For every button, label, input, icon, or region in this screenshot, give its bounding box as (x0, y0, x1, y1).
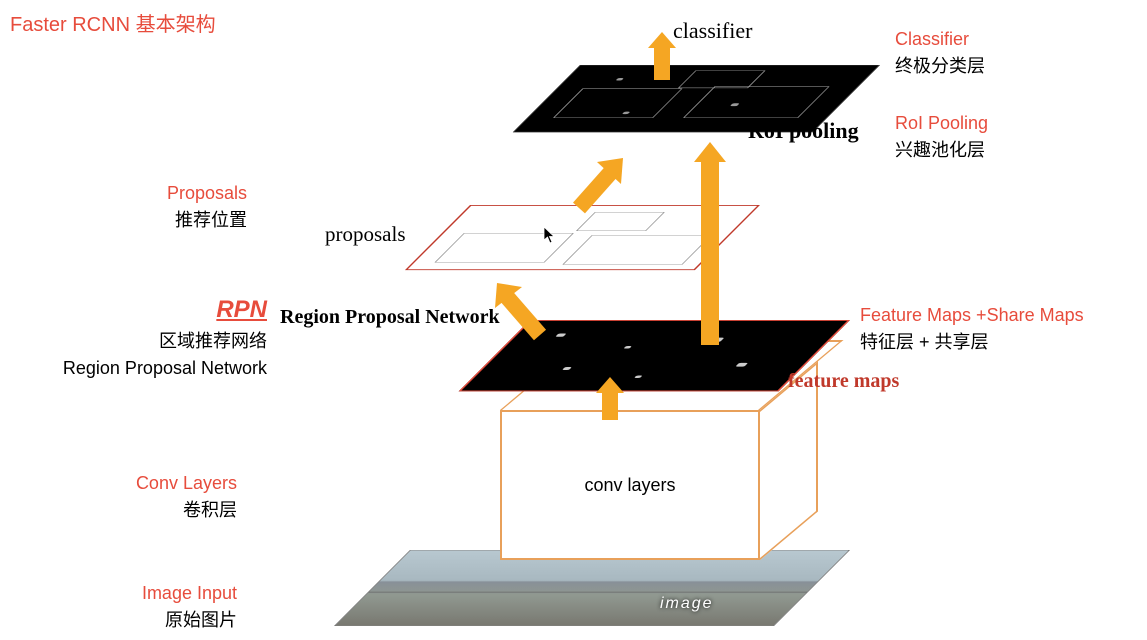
feature-maps-label: feature maps (788, 370, 899, 393)
annotation-zh: 原始图片 (142, 607, 237, 634)
annotation-image-input: Image Input 原始图片 (142, 580, 237, 634)
annotation-zh: 卷积层 (136, 497, 237, 524)
annotation-en: Conv Layers (136, 470, 237, 497)
proposals-label: proposals (325, 222, 406, 247)
roi-box (683, 86, 830, 118)
rpn-heading: RPN (216, 296, 267, 323)
proposal-box (576, 212, 665, 231)
rpn-diagram-label: Region Proposal Network (280, 306, 500, 329)
feature-spot (710, 338, 724, 342)
annotation-feature-maps: Feature Maps +Share Maps 特征层 + 共享层 (860, 302, 1084, 356)
annotation-conv-layers: Conv Layers 卷积层 (136, 470, 237, 524)
annotation-en: Feature Maps +Share Maps (860, 302, 1084, 329)
feature-spot (634, 375, 643, 378)
conv-layers-label: conv layers (584, 475, 675, 496)
conv-layers-box: conv layers (500, 410, 760, 560)
image-plane (334, 550, 850, 626)
annotation-en: Region Proposal Network (63, 355, 267, 382)
annotation-en: Image Input (142, 580, 237, 607)
roi-spot (615, 78, 624, 81)
annotation-en: RoI Pooling (895, 110, 988, 137)
annotation-rpn: RPN 区域推荐网络 Region Proposal Network (63, 292, 267, 382)
annotation-en: Classifier (895, 26, 985, 53)
roi-pooling-label: RoI pooling (748, 118, 859, 144)
feature-spot (623, 346, 632, 349)
image-label: image (660, 595, 714, 613)
annotation-roi-pooling: RoI Pooling 兴趣池化层 (895, 110, 988, 164)
feature-spot (555, 333, 566, 336)
annotation-zh: 区域推荐网络 (63, 328, 267, 355)
annotation-classifier: Classifier 终极分类层 (895, 26, 985, 80)
feature-spot (735, 363, 748, 367)
proposals-layer (405, 205, 760, 270)
proposal-box (562, 235, 711, 264)
conv-front-face: conv layers (500, 410, 760, 560)
annotation-zh: 推荐位置 (167, 207, 247, 234)
annotation-zh: 特征层 + 共享层 (860, 329, 1084, 356)
annotation-zh: 终极分类层 (895, 53, 985, 80)
page-title: Faster RCNN 基本架构 (10, 8, 216, 37)
feature-spot (562, 367, 572, 370)
annotation-en: Proposals (167, 180, 247, 207)
annotation-zh: 兴趣池化层 (895, 137, 988, 164)
annotation-proposals: Proposals 推荐位置 (167, 180, 247, 234)
roi-box (553, 89, 682, 118)
classifier-label: classifier (673, 18, 752, 44)
mouse-cursor-icon (543, 226, 557, 247)
